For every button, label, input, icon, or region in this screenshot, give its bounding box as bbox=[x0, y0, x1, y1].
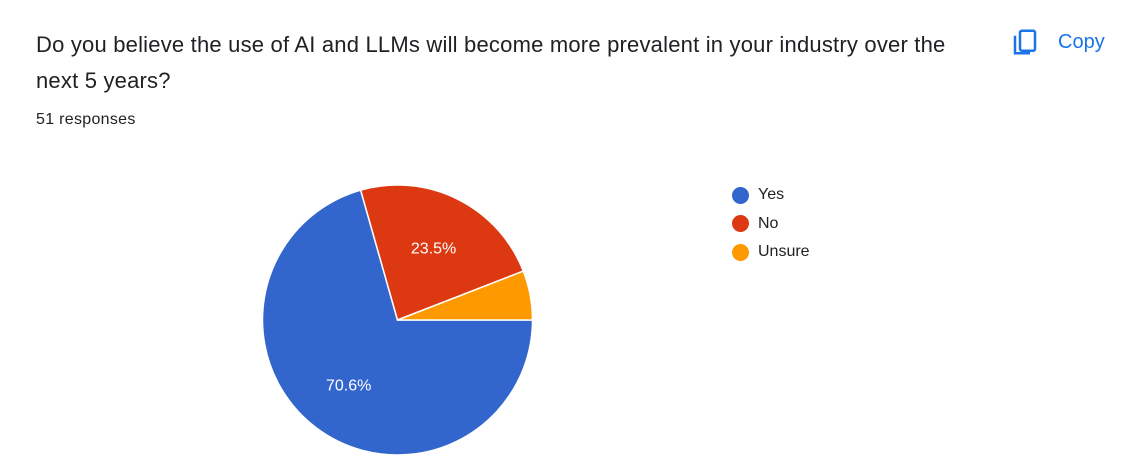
legend-swatch bbox=[732, 186, 749, 204]
legend-swatch bbox=[732, 215, 749, 233]
copy-icon bbox=[1010, 27, 1058, 57]
legend-label: No bbox=[758, 214, 779, 232]
legend-item-yes[interactable]: Yes bbox=[732, 181, 810, 210]
legend-item-unsure[interactable]: Unsure bbox=[732, 238, 810, 267]
pie-label-yes: 70.6% bbox=[326, 378, 371, 395]
pie-slice-unsure[interactable] bbox=[397, 270, 534, 321]
legend-item-no[interactable]: No bbox=[732, 210, 810, 239]
pie-label-no: 23.5% bbox=[411, 240, 456, 257]
response-count: 51 responses bbox=[36, 111, 136, 128]
copy-label: Copy bbox=[1058, 30, 1105, 53]
pie-slice-yes[interactable] bbox=[261, 189, 534, 456]
legend-label: Unsure bbox=[758, 243, 810, 261]
chart-legend: Yes No Unsure bbox=[732, 181, 810, 267]
legend-swatch bbox=[732, 243, 749, 261]
copy-button[interactable]: Copy bbox=[1006, 24, 1109, 60]
legend-label: Yes bbox=[758, 186, 785, 204]
question-title: Do you believe the use of AI and LLMs wi… bbox=[36, 32, 946, 93]
